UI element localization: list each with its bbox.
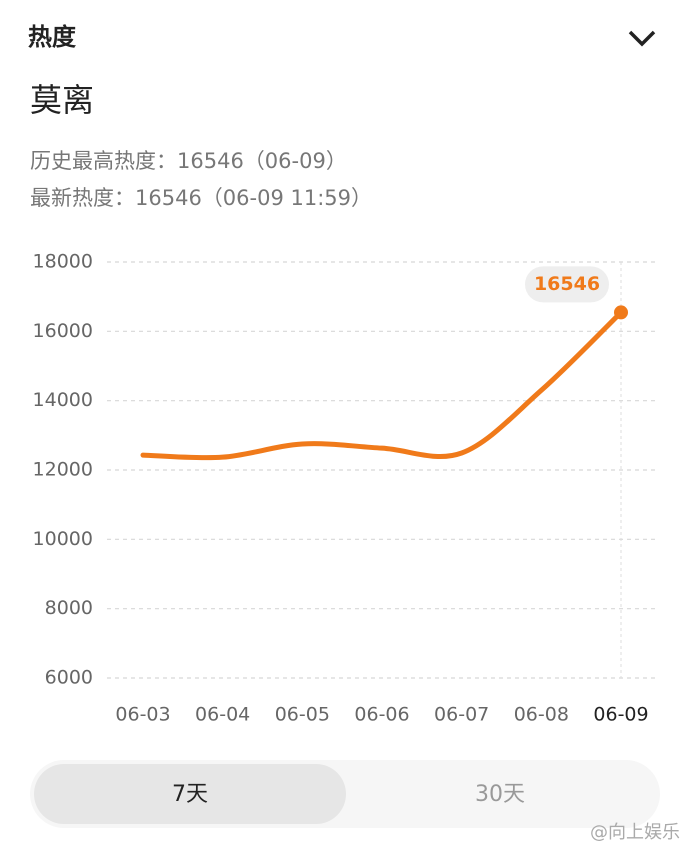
entity-name: 莫离 [30, 81, 94, 119]
x-tick-label: 06-05 [275, 704, 330, 726]
tab-selected-bg [34, 764, 346, 824]
y-tick-label: 16000 [33, 320, 93, 342]
series-line [140, 309, 624, 461]
x-tick-label: 06-09 [593, 704, 648, 726]
value-label: 16546 [534, 273, 600, 295]
value-bubble [525, 266, 609, 303]
peak-info: 历史最高热度：16546（06-09） [30, 149, 347, 173]
y-tick-label: 8000 [45, 597, 93, 619]
x-tick-label: 06-03 [115, 704, 170, 726]
chart: 6000 8000 10000 12000 14000 16000 18000 06-03 06… [33, 251, 658, 726]
watermark: @向上娱乐 [590, 822, 680, 843]
x-tick-label: 06-08 [514, 704, 569, 726]
y-tick-label: 18000 [33, 251, 93, 273]
latest-info: 最新热度：16546（06-09 11:59） [30, 186, 372, 210]
panel-title: 热度 [28, 23, 77, 51]
y-tick-label: 10000 [33, 528, 93, 550]
y-tick-label: 6000 [45, 667, 93, 689]
x-tick-label: 06-06 [354, 704, 409, 726]
tab[interactable]: 30天 [475, 782, 525, 807]
end-point [614, 305, 628, 320]
collapse-icon[interactable] [628, 30, 656, 47]
tab[interactable]: 7天 [172, 782, 208, 807]
x-tick-label: 06-04 [195, 704, 250, 726]
y-tick-label: 14000 [33, 389, 93, 411]
y-tick-label: 12000 [33, 459, 93, 481]
x-tick-label: 06-07 [434, 704, 489, 726]
